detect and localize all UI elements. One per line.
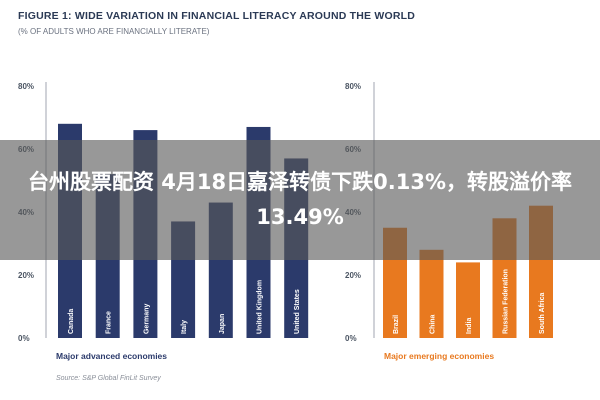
y-tick-label: 0%: [345, 334, 357, 343]
caption-overlay: 台州股票配资 4月18日嘉泽转债下跌0.13%，转股溢价率13.49%: [0, 140, 600, 260]
bar-label: United States: [294, 289, 301, 334]
source-note: Source: S&P Global FinLit Survey: [56, 375, 161, 382]
chart-title: FIGURE 1: WIDE VARIATION IN FINANCIAL LI…: [18, 10, 416, 22]
bar-china: [419, 249, 444, 338]
bar-label: France: [106, 311, 113, 334]
overlay-caption: 台州股票配资 4月18日嘉泽转债下跌0.13%，转股溢价率13.49%: [28, 170, 572, 229]
y-tick-label: 20%: [345, 271, 361, 280]
bar-label: China: [430, 314, 437, 334]
bar-india: [456, 262, 480, 338]
group-label: Major advanced economies: [56, 351, 167, 361]
y-tick-label: 80%: [18, 82, 34, 91]
bar-label: Brazil: [393, 315, 400, 334]
bar-label: Canada: [68, 309, 75, 334]
bar-label: Italy: [181, 320, 188, 334]
group-label: Major emerging economies: [384, 351, 494, 361]
bar-label: South Africa: [539, 293, 546, 334]
bar-label: United Kingdom: [257, 280, 264, 334]
y-tick-label: 0%: [18, 334, 30, 343]
chart-subtitle: (% OF ADULTS WHO ARE FINANCIALLY LITERAT…: [18, 27, 210, 36]
bar-label: Russian Federation: [503, 269, 510, 334]
y-tick-label: 80%: [345, 82, 361, 91]
bar-label: Japan: [219, 314, 226, 334]
bar-label: Germany: [143, 304, 150, 334]
y-tick-label: 20%: [18, 271, 34, 280]
bar-label: India: [466, 318, 473, 334]
